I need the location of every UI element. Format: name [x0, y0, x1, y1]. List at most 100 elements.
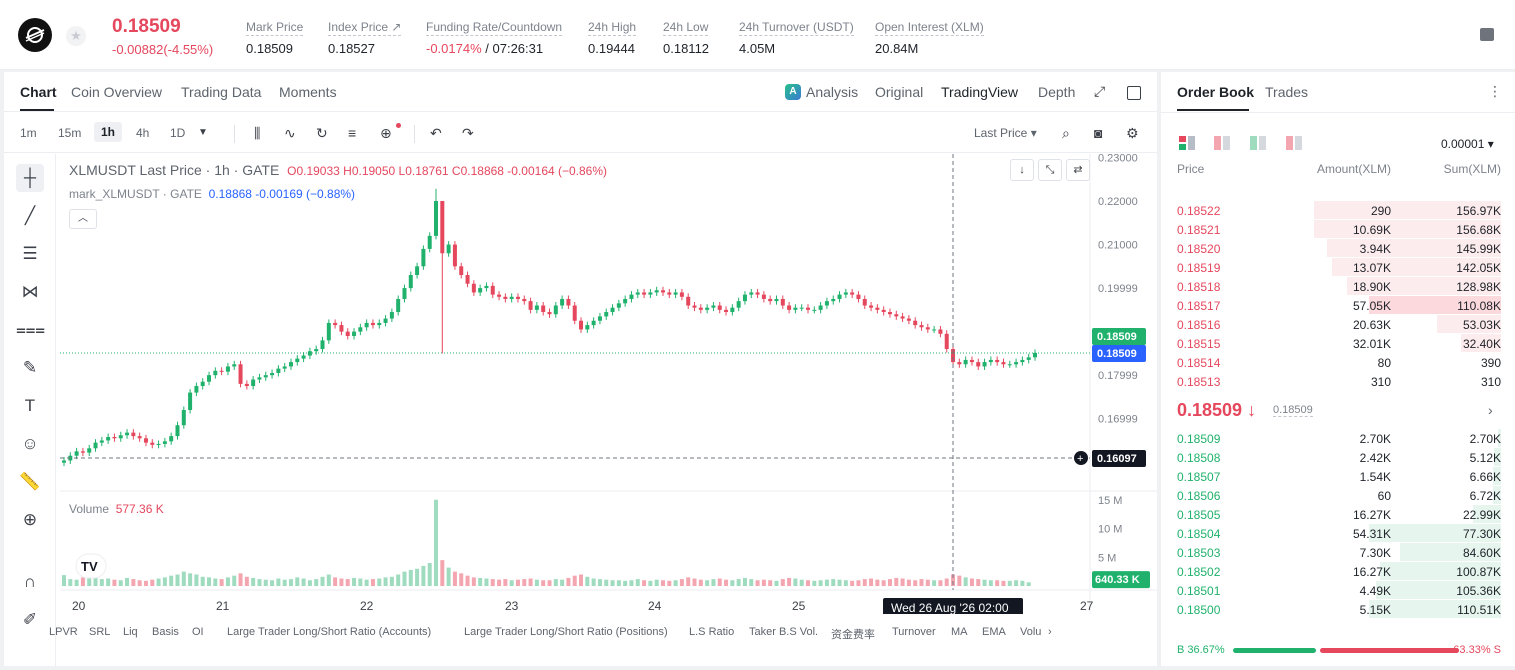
- indicator-scroll-right-icon[interactable]: ›: [1048, 626, 1052, 638]
- templates-icon[interactable]: ≡: [348, 125, 357, 141]
- ask-row[interactable]: 0.18515 32.01K 32.40K: [1161, 334, 1515, 353]
- interval-1h[interactable]: 1h: [94, 122, 123, 142]
- ind-basis[interactable]: Basis: [152, 626, 179, 638]
- settings-gear-icon[interactable]: ⚙: [1126, 125, 1139, 141]
- chevron-right-icon[interactable]: ›: [1488, 402, 1493, 418]
- view-analysis[interactable]: Analysis: [806, 84, 859, 100]
- book-icon[interactable]: [1480, 28, 1494, 41]
- fullscreen-icon[interactable]: [1127, 86, 1141, 100]
- undo-icon[interactable]: ↶: [430, 125, 442, 141]
- ask-row[interactable]: 0.18516 20.63K 53.03K: [1161, 315, 1515, 334]
- text-tool-icon[interactable]: T: [24, 396, 36, 415]
- tab-trades[interactable]: Trades: [1265, 84, 1309, 100]
- interval-dropdown-icon[interactable]: ▼: [198, 127, 208, 138]
- replay-icon[interactable]: ↻: [316, 125, 328, 141]
- fib-icon[interactable]: ⩶: [16, 320, 46, 339]
- trendline-icon[interactable]: ╱: [24, 206, 36, 225]
- candle-type-icon[interactable]: ⫼: [254, 125, 261, 141]
- collapse-arrows-icon[interactable]: ⤡: [1038, 159, 1062, 181]
- interval-4h[interactable]: 4h: [136, 126, 150, 140]
- zoom-in-icon[interactable]: ⊕: [22, 510, 38, 529]
- ind-ls-accounts[interactable]: Large Trader Long/Short Ratio (Accounts): [227, 626, 432, 638]
- more-options-icon[interactable]: ⋮: [1488, 83, 1502, 99]
- ind-turnover[interactable]: Turnover: [892, 626, 936, 638]
- price-chart[interactable]: 0.23000 0.22000 0.21000 0.19999 0.17999 0.169…: [60, 154, 1157, 614]
- expand-icon[interactable]: ⤢: [1094, 83, 1106, 99]
- toggle-scale-icon[interactable]: ⇄: [1066, 159, 1090, 181]
- candle-body: [471, 283, 476, 293]
- bid-row[interactable]: 0.18501 4.49K 105.36K: [1161, 581, 1515, 600]
- ask-row[interactable]: 0.18514 80 390: [1161, 353, 1515, 372]
- bid-row[interactable]: 0.18503 7.30K 84.60K: [1161, 543, 1515, 562]
- view-sells-icon[interactable]: [1286, 136, 1302, 150]
- bid-row[interactable]: 0.18507 1.54K 6.66K: [1161, 467, 1515, 486]
- pattern-icon[interactable]: ⋈: [21, 282, 39, 301]
- view-original[interactable]: Original: [875, 84, 924, 100]
- tab-order-book[interactable]: Order Book: [1177, 84, 1255, 100]
- ind-ema[interactable]: EMA: [982, 626, 1006, 638]
- ind-ma[interactable]: MA: [951, 626, 968, 638]
- camera-icon[interactable]: ◙: [1094, 125, 1103, 141]
- brush-icon[interactable]: ✎: [22, 358, 38, 377]
- bid-row[interactable]: 0.18500 5.15K 110.51K: [1161, 600, 1515, 619]
- chart-area[interactable]: 0.23000 0.22000 0.21000 0.19999 0.17999 0.169…: [60, 154, 1157, 666]
- bid-row[interactable]: 0.18508 2.42K 5.12K: [1161, 448, 1515, 467]
- price-type-select[interactable]: Last Price ▾: [974, 126, 1037, 140]
- stat-index-price[interactable]: Index Price ↗ 0.18527: [328, 18, 402, 56]
- ind-funding-rate[interactable]: 资金费率: [831, 629, 875, 641]
- ruler-icon[interactable]: 📏: [19, 472, 41, 491]
- ind-volume[interactable]: Volu: [1020, 626, 1042, 638]
- ask-row[interactable]: 0.18517 57.05K 110.08K: [1161, 296, 1515, 315]
- precision-select[interactable]: 0.00001 ▾: [1441, 137, 1494, 151]
- ask-row[interactable]: 0.18520 3.94K 145.99K: [1161, 239, 1515, 258]
- bid-row[interactable]: 0.18506 60 6.72K: [1161, 486, 1515, 505]
- horizontal-lines-icon[interactable]: ☰: [22, 244, 38, 263]
- mid-price[interactable]: 0.18509 ↓: [1177, 400, 1257, 420]
- collapse-legend-button[interactable]: ︿: [69, 209, 97, 229]
- view-bids-icon[interactable]: [1250, 136, 1266, 150]
- interval-1d[interactable]: 1D: [170, 126, 186, 140]
- view-asks-icon[interactable]: [1214, 136, 1230, 150]
- stat-label: Funding Rate/Countdown: [426, 20, 563, 36]
- interval-1m[interactable]: 1m: [20, 126, 37, 140]
- ind-liq[interactable]: Liq: [123, 626, 138, 638]
- view-tradingview[interactable]: TradingView: [941, 84, 1019, 100]
- emoji-icon[interactable]: ☺: [21, 434, 39, 453]
- stat-mark-price[interactable]: Mark Price 0.18509: [246, 18, 304, 56]
- view-depth[interactable]: Depth: [1038, 84, 1076, 100]
- ask-row[interactable]: 0.18518 18.90K 128.98K: [1161, 277, 1515, 296]
- tab-chart[interactable]: Chart: [20, 84, 57, 100]
- ask-row[interactable]: 0.18513 310 310: [1161, 372, 1515, 391]
- interval-15m[interactable]: 15m: [58, 126, 82, 140]
- tab-coin-overview[interactable]: Coin Overview: [71, 84, 163, 100]
- ind-ls-ratio[interactable]: L.S Ratio: [689, 626, 735, 638]
- add-indicator-icon[interactable]: ⊕: [380, 125, 392, 141]
- crosshair-icon[interactable]: ┼: [16, 164, 44, 192]
- candle-body: [597, 316, 602, 321]
- magnet-icon[interactable]: ∩: [23, 572, 37, 591]
- bid-row[interactable]: 0.18505 16.27K 22.99K: [1161, 505, 1515, 524]
- ind-ls-positions[interactable]: Large Trader Long/Short Ratio (Positions…: [464, 626, 668, 638]
- indicators-icon[interactable]: ∿: [284, 125, 296, 141]
- ask-row[interactable]: 0.18519 13.07K 142.05K: [1161, 258, 1515, 277]
- favorite-star-icon[interactable]: ★: [66, 26, 86, 46]
- ind-oi[interactable]: OI: [192, 626, 204, 638]
- ind-srl[interactable]: SRL: [89, 626, 111, 638]
- bid-row[interactable]: 0.18502 16.27K 100.87K: [1161, 562, 1515, 581]
- ind-lpvr[interactable]: LPVR: [49, 626, 78, 638]
- redo-icon[interactable]: ↷: [462, 125, 474, 141]
- bid-row[interactable]: 0.18509 2.70K 2.70K: [1161, 429, 1515, 448]
- ask-row[interactable]: 0.18521 10.69K 156.68K: [1161, 220, 1515, 239]
- search-icon[interactable]: ⌕: [1062, 125, 1070, 141]
- candle-body: [1026, 357, 1031, 360]
- view-both-icon[interactable]: [1179, 136, 1195, 150]
- tab-moments[interactable]: Moments: [279, 84, 337, 100]
- bid-row[interactable]: 0.18504 54.31K 77.30K: [1161, 524, 1515, 543]
- scroll-down-icon[interactable]: ↓: [1010, 159, 1034, 181]
- ind-taker-vol[interactable]: Taker B.S Vol.: [749, 626, 819, 638]
- header-sum: Sum(XLM): [1443, 162, 1501, 176]
- tab-trading-data[interactable]: Trading Data: [181, 84, 262, 100]
- ask-row[interactable]: 0.18522 290 156.97K: [1161, 201, 1515, 220]
- stat-funding-rate[interactable]: Funding Rate/Countdown -0.0174% / 07:26:…: [426, 18, 563, 56]
- pencil-lock-icon[interactable]: ✐: [22, 610, 38, 629]
